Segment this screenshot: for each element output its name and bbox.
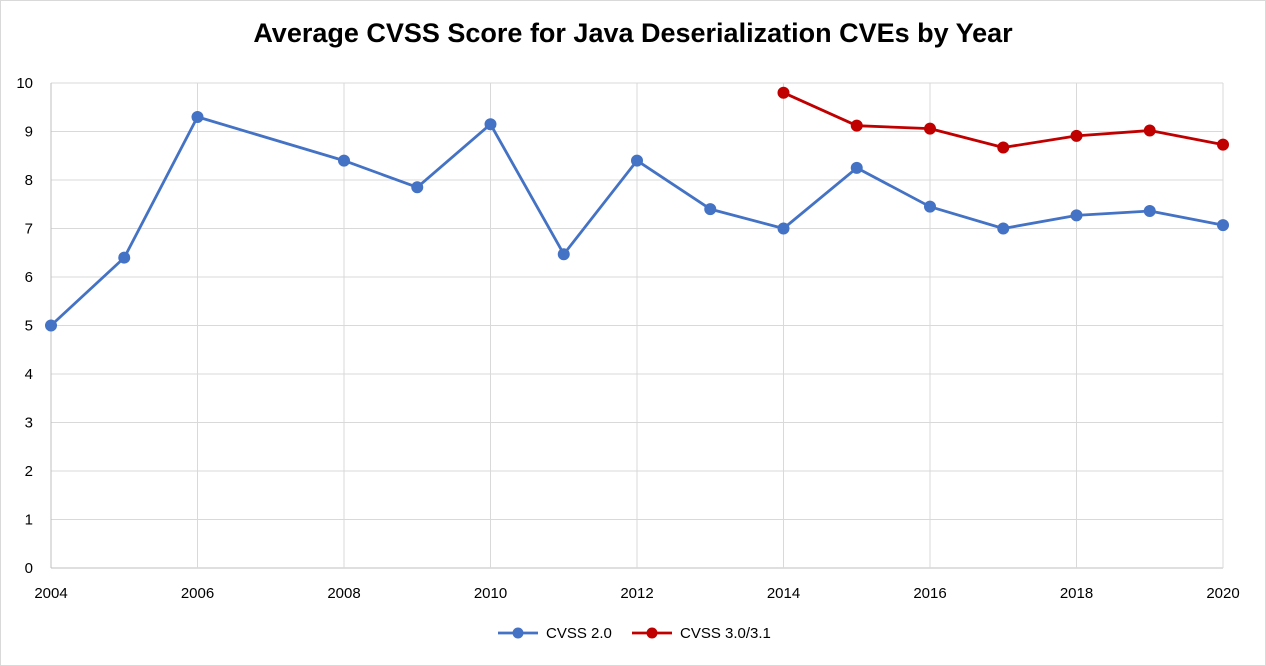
data-point <box>997 141 1010 154</box>
legend: CVSS 2.0 CVSS 3.0/3.1 <box>498 625 771 642</box>
data-point <box>850 161 863 174</box>
x-tick-label: 2020 <box>1206 585 1239 602</box>
series-line-1 <box>50 115 1224 327</box>
x-tick-label: 2014 <box>767 585 800 602</box>
x-tick-label: 2016 <box>913 585 946 602</box>
data-point <box>704 203 717 216</box>
data-point <box>924 122 936 135</box>
legend-swatch-marker <box>646 627 658 639</box>
data-point <box>997 222 1010 235</box>
data-point <box>557 248 570 261</box>
x-tick-label: 2012 <box>620 585 653 602</box>
y-tick-label: 10 <box>16 75 33 92</box>
data-point <box>1143 205 1156 218</box>
x-tick-label: 2004 <box>34 585 67 602</box>
y-tick-label: 1 <box>25 512 33 529</box>
x-tick-label: 2010 <box>474 585 507 602</box>
data-point <box>1217 138 1229 151</box>
y-axis-tick-labels: 0 1 2 3 4 5 6 7 8 9 10 <box>16 75 33 577</box>
y-tick-label: 4 <box>25 366 33 383</box>
data-point <box>850 119 863 132</box>
legend-swatch-marker <box>512 627 524 639</box>
y-tick-label: 6 <box>25 269 33 286</box>
data-point <box>1070 129 1083 142</box>
y-tick-label: 5 <box>25 318 33 335</box>
legend-label: CVSS 2.0 <box>546 625 612 642</box>
gridlines <box>50 82 1224 569</box>
x-axis-tick-labels: 2004 2006 2008 2010 2012 2014 2016 2018 2020 <box>34 585 1239 602</box>
data-point <box>924 200 936 213</box>
y-tick-label: 3 <box>25 415 33 432</box>
y-tick-label: 2 <box>25 463 33 480</box>
data-point <box>191 110 204 123</box>
data-point <box>777 86 790 99</box>
data-point <box>1217 219 1229 232</box>
legend-label: CVSS 3.0/3.1 <box>680 625 771 642</box>
data-point <box>777 222 790 235</box>
y-tick-label: 7 <box>25 221 33 238</box>
data-point <box>118 251 131 264</box>
x-tick-label: 2018 <box>1060 585 1093 602</box>
data-point <box>338 154 350 167</box>
data-point <box>1143 124 1156 137</box>
data-point <box>411 181 424 194</box>
data-point <box>631 154 643 167</box>
data-point <box>484 118 497 131</box>
chart-title: Average CVSS Score for Java Deserializat… <box>253 18 1013 48</box>
data-point <box>1070 209 1083 222</box>
y-tick-label: 8 <box>25 172 33 189</box>
series-points <box>45 86 1229 332</box>
y-tick-label: 0 <box>25 560 33 577</box>
x-tick-label: 2008 <box>327 585 360 602</box>
series-line-2 <box>782 91 1224 149</box>
x-tick-label: 2006 <box>181 585 214 602</box>
y-tick-label: 9 <box>25 124 33 141</box>
data-point <box>45 319 57 332</box>
